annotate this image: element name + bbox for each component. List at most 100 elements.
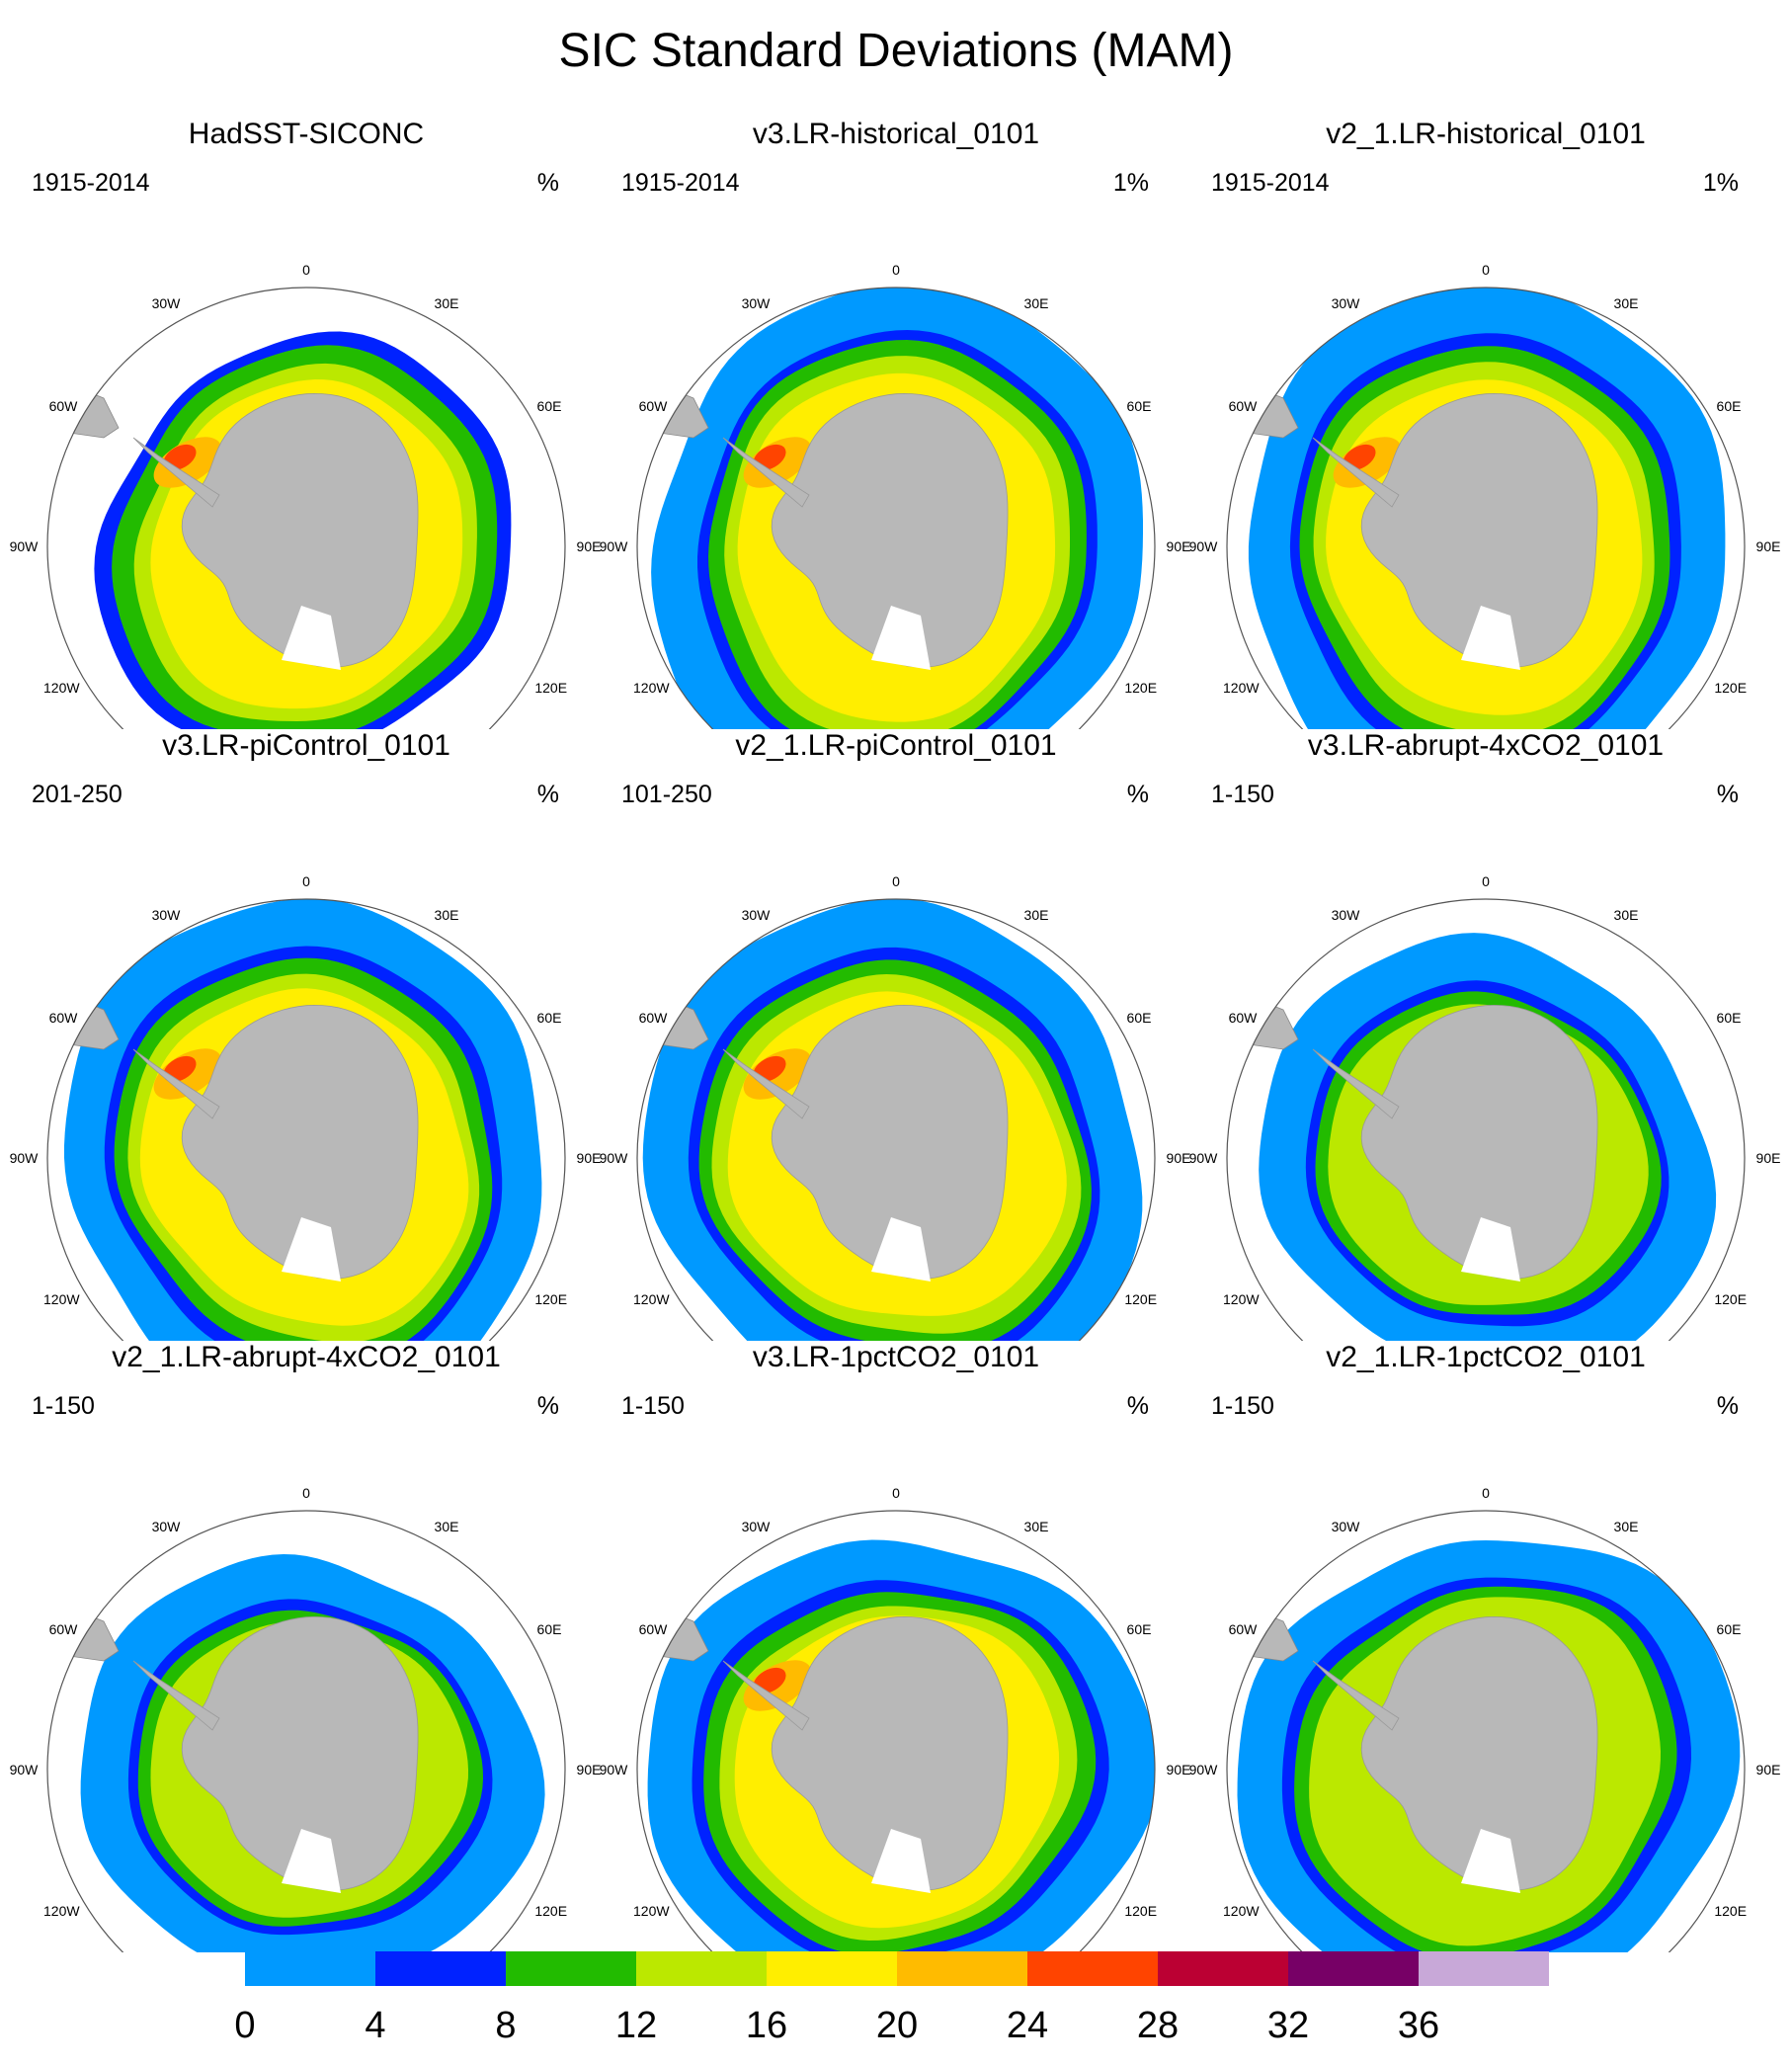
ross-ice-shelf: [871, 606, 931, 670]
map-panel: 030E60E90E120E150E180150W120W90W60W30Wv2…: [1189, 1340, 1782, 1952]
polar-map: 030E60E90E120E150E180150W120W90W60W30W: [10, 873, 602, 1341]
map-panel: 030E60E90E120E150E180150W120W90W60W30Wv3…: [1189, 728, 1782, 1341]
longitude-label: 90W: [10, 1150, 39, 1166]
panel-period: 201-250: [32, 781, 122, 808]
map-boundary: [636, 1510, 1156, 1952]
longitude-label: 0: [302, 1485, 310, 1501]
longitude-label: 30E: [435, 907, 459, 923]
map-boundary: [636, 898, 1156, 1341]
longitude-label: 30E: [1024, 1519, 1049, 1534]
longitude-label: 90E: [1756, 1762, 1781, 1777]
longitude-label: 90W: [600, 538, 628, 554]
longitude-label: 90E: [577, 1150, 602, 1166]
longitude-label: 30W: [742, 295, 772, 311]
polar-map: 030E60E90E120E150E180150W120W90W60W30W: [600, 873, 1190, 1341]
longitude-label: 120E: [1124, 680, 1157, 696]
map-boundary: [46, 1510, 566, 1952]
longitude-label: 60W: [1229, 1010, 1259, 1026]
ross-ice-shelf: [871, 1829, 931, 1893]
longitude-label: 60W: [1229, 1621, 1259, 1637]
longitude-label: 60W: [49, 1010, 79, 1026]
colorbar-swatch: [506, 1951, 636, 1986]
longitude-label: 120E: [1124, 1903, 1157, 1919]
longitude-label: 90W: [10, 538, 39, 554]
longitude-label: 120W: [1223, 1291, 1260, 1307]
panel-period: 1-150: [32, 1392, 95, 1420]
longitude-label: 60E: [1127, 398, 1152, 414]
longitude-label: 90W: [1189, 1150, 1218, 1166]
longitude-label: 60W: [639, 1010, 669, 1026]
longitude-label: 30E: [435, 295, 459, 311]
map-panel: 030E60E90E120E150E180150W120W90W60W30WHa…: [10, 117, 603, 729]
longitude-label: 90W: [1189, 538, 1218, 554]
longitude-label: 90W: [600, 1762, 628, 1777]
colorbar: [245, 1951, 1549, 1986]
longitude-label: 120W: [43, 1291, 80, 1307]
longitude-label: 120W: [43, 1903, 80, 1919]
ross-ice-shelf: [1461, 1217, 1520, 1281]
colorbar-swatch: [767, 1951, 897, 1986]
longitude-label: 0: [892, 1485, 900, 1501]
map-boundary: [636, 287, 1156, 729]
longitude-label: 30E: [1614, 295, 1639, 311]
colorbar-swatch: [375, 1951, 506, 1986]
longitude-label: 120E: [1714, 1903, 1747, 1919]
longitude-label: 0: [1482, 1485, 1490, 1501]
panel-title: v3.LR-abrupt-4xCO2_0101: [1307, 729, 1665, 762]
panel-units: %: [536, 781, 559, 808]
longitude-label: 90E: [577, 538, 602, 554]
colorbar-swatch: [1158, 1951, 1288, 1986]
colorbar-swatch: [1027, 1951, 1158, 1986]
longitude-label: 120W: [633, 1291, 670, 1307]
map-panel: 030E60E90E120E150E180150W120W90W60W30Wv3…: [600, 1340, 1192, 1952]
longitude-label: 60E: [1127, 1621, 1152, 1637]
antarctic-peninsula: [132, 1660, 220, 1731]
longitude-label: 60E: [537, 398, 562, 414]
longitude-label: 60W: [1229, 398, 1259, 414]
longitude-label: 120W: [1223, 1903, 1260, 1919]
longitude-label: 90W: [1189, 1762, 1218, 1777]
longitude-label: 60W: [639, 1621, 669, 1637]
ross-ice-shelf: [282, 1217, 341, 1281]
longitude-label: 120W: [43, 680, 80, 696]
colorbar-tick-label: 20: [875, 2005, 919, 2046]
longitude-label: 30W: [1332, 295, 1361, 311]
longitude-label: 60E: [1127, 1010, 1152, 1026]
longitude-label: 0: [1482, 262, 1490, 278]
panel-title: v2_1.LR-piControl_0101: [735, 729, 1057, 762]
colorbar-tick-label: 0: [234, 2005, 256, 2046]
map-boundary: [46, 898, 566, 1341]
colorbar-tick-label: 4: [365, 2005, 386, 2046]
map-boundary: [1226, 1510, 1746, 1952]
colorbar-swatch: [1419, 1951, 1549, 1986]
longitude-label: 30E: [1614, 907, 1639, 923]
longitude-label: 30W: [152, 295, 182, 311]
panel-units: %: [536, 169, 559, 197]
longitude-label: 30E: [1614, 1519, 1639, 1534]
panel-period: 1915-2014: [32, 169, 150, 197]
longitude-label: 120E: [1714, 1291, 1747, 1307]
panel-period: 1-150: [1211, 781, 1274, 808]
colorbar-tick-label: 28: [1136, 2005, 1180, 2046]
colorbar-tick-label: 8: [495, 2005, 517, 2046]
longitude-label: 60E: [537, 1621, 562, 1637]
longitude-label: 120W: [633, 680, 670, 696]
colorbar-swatch: [897, 1951, 1027, 1986]
longitude-label: 0: [1482, 873, 1490, 889]
panel-units: %: [1126, 781, 1149, 808]
antarctic-peninsula: [132, 437, 220, 508]
longitude-label: 120E: [534, 1291, 567, 1307]
colorbar-swatch: [1288, 1951, 1419, 1986]
longitude-label: 30E: [1024, 295, 1049, 311]
longitude-label: 120E: [534, 1903, 567, 1919]
antarctic-peninsula: [722, 1660, 810, 1731]
longitude-label: 90E: [1167, 1762, 1191, 1777]
polar-map: 030E60E90E120E150E180150W120W90W60W30W: [1189, 873, 1780, 1341]
panel-title: v2_1.LR-1pctCO2_0101: [1326, 1341, 1646, 1373]
ross-ice-shelf: [1461, 606, 1520, 670]
panel-title: v2_1.LR-historical_0101: [1326, 118, 1646, 150]
longitude-label: 60E: [1717, 1010, 1742, 1026]
colorbar-tick-label: 12: [614, 2005, 658, 2046]
figure-title: SIC Standard Deviations (MAM): [558, 25, 1234, 77]
panel-period: 1-150: [621, 1392, 685, 1420]
